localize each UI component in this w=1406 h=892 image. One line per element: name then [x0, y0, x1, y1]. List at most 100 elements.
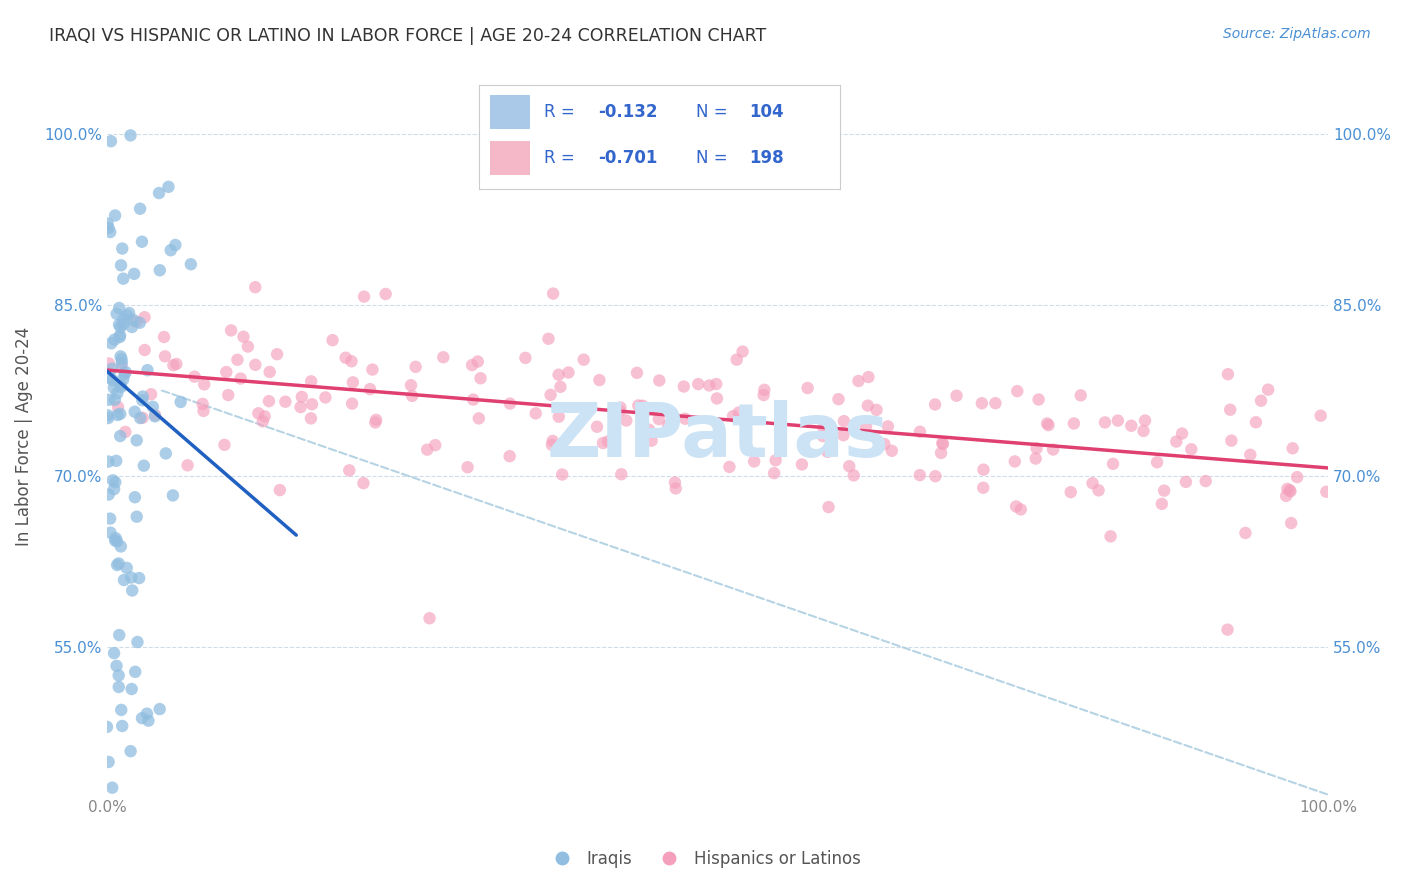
Point [110, 258, 132, 272]
Point [136, 363, 159, 377]
Point [924, 397, 946, 411]
Point [697, 378, 720, 392]
Point [100, 134, 122, 148]
Point [970, 396, 993, 410]
Point [1315, 484, 1337, 499]
Point [98, 371, 121, 385]
Point [765, 453, 787, 467]
Point [122, 313, 145, 327]
Point [1257, 383, 1279, 397]
Point [541, 286, 564, 301]
Point [547, 368, 569, 382]
Point [165, 238, 187, 252]
Point [110, 540, 132, 554]
Point [1099, 529, 1122, 543]
Point [214, 438, 236, 452]
Point [547, 409, 569, 424]
Point [1279, 516, 1302, 530]
Point [112, 312, 135, 326]
Point [101, 361, 124, 376]
Point [855, 419, 877, 434]
Point [648, 412, 671, 426]
Point [118, 306, 141, 320]
Point [274, 394, 297, 409]
Point [314, 391, 336, 405]
Point [100, 336, 122, 351]
Point [550, 380, 572, 394]
Point [120, 571, 142, 585]
Point [673, 411, 696, 425]
Point [120, 744, 142, 758]
Point [1150, 497, 1173, 511]
Point [838, 459, 860, 474]
Text: IRAQI VS HISPANIC OR LATINO IN LABOR FORCE | AGE 20-24 CORRELATION CHART: IRAQI VS HISPANIC OR LATINO IN LABOR FOR… [49, 27, 766, 45]
Point [247, 406, 270, 420]
Point [718, 459, 741, 474]
Point [468, 411, 491, 425]
Point [817, 500, 839, 514]
Point [162, 488, 184, 502]
Point [266, 347, 288, 361]
Point [1028, 392, 1050, 407]
Point [640, 434, 662, 448]
Point [463, 392, 485, 407]
Point [1087, 483, 1109, 498]
Point [1010, 502, 1032, 516]
Point [461, 358, 484, 372]
Y-axis label: In Labor Force | Age 20-24: In Labor Force | Age 20-24 [15, 326, 32, 546]
Point [626, 366, 648, 380]
Point [932, 437, 955, 451]
Point [165, 357, 187, 371]
Point [232, 329, 254, 343]
Point [335, 351, 357, 365]
Point [842, 468, 865, 483]
Point [924, 469, 946, 483]
Point [301, 397, 323, 411]
Point [752, 388, 775, 402]
Point [105, 386, 128, 401]
Point [121, 583, 143, 598]
Point [134, 310, 156, 325]
Point [832, 428, 855, 442]
Point [1275, 489, 1298, 503]
Point [131, 393, 153, 408]
Point [1042, 442, 1064, 457]
Point [1239, 448, 1261, 462]
Point [114, 425, 136, 439]
Point [103, 646, 125, 660]
Point [180, 257, 202, 271]
Point [908, 425, 931, 439]
Point [1281, 442, 1303, 456]
Point [1081, 476, 1104, 491]
Point [169, 395, 191, 409]
Point [432, 351, 454, 365]
Point [110, 380, 132, 394]
Point [108, 330, 131, 344]
Point [1005, 500, 1028, 514]
Point [1102, 457, 1125, 471]
Point [111, 356, 134, 370]
Point [112, 372, 135, 386]
Point [540, 388, 562, 402]
Point [638, 423, 661, 437]
Point [706, 392, 728, 406]
Point [1244, 415, 1267, 429]
Point [1219, 402, 1241, 417]
Point [124, 490, 146, 504]
Point [524, 406, 547, 420]
Point [129, 202, 152, 216]
Point [361, 362, 384, 376]
Point [107, 557, 129, 571]
Point [105, 558, 128, 572]
Point [364, 416, 387, 430]
Point [1153, 483, 1175, 498]
Text: Source: ZipAtlas.com: Source: ZipAtlas.com [1223, 27, 1371, 41]
Point [498, 449, 520, 463]
Point [253, 409, 276, 424]
Point [984, 396, 1007, 410]
Point [108, 301, 131, 315]
Point [104, 475, 127, 490]
Point [110, 378, 132, 392]
Point [721, 409, 744, 424]
Point [149, 263, 172, 277]
